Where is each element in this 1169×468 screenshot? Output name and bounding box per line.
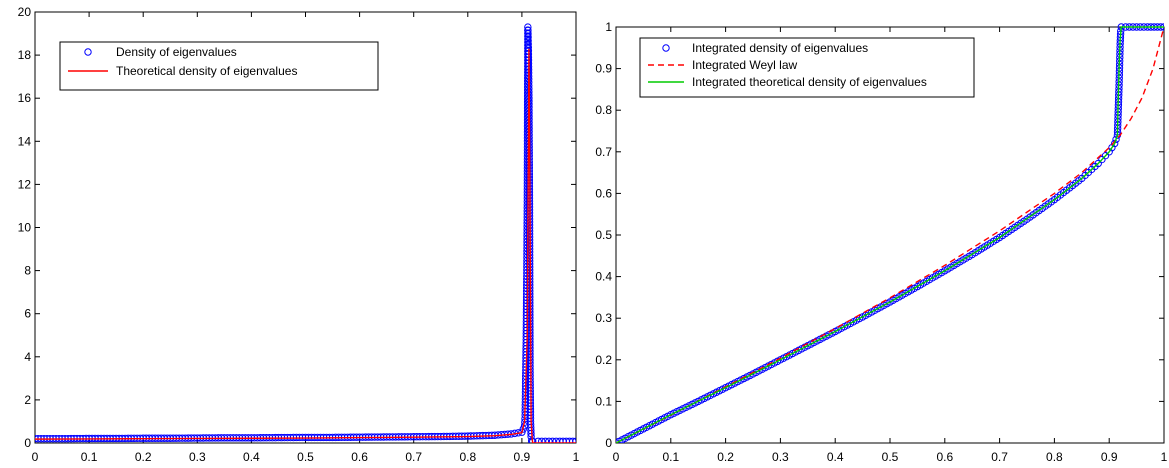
series-1-marker bbox=[538, 437, 546, 443]
y-tick-label: 0.1 bbox=[595, 394, 612, 408]
legend-marker-1 bbox=[662, 44, 670, 52]
y-tick-label: 0.7 bbox=[595, 145, 612, 159]
x-tick-label: 0.7 bbox=[405, 450, 422, 464]
series-1-marker bbox=[569, 437, 576, 443]
x-tick-label: 0.1 bbox=[81, 450, 98, 464]
legend-box bbox=[639, 37, 975, 98]
series-1-marker bbox=[541, 437, 550, 443]
series-2-line bbox=[35, 48, 576, 443]
y-tick-label: 1 bbox=[605, 20, 612, 34]
series-1-marker bbox=[1112, 135, 1120, 144]
series-2-line bbox=[616, 26, 1164, 443]
x-tick-label: 0.8 bbox=[459, 450, 476, 464]
y-tick-label: 14 bbox=[18, 134, 32, 148]
y-tick-label: 0.8 bbox=[595, 103, 612, 117]
chart-panel-1: 0 0.1 0.2 0.3 0.4 0.5 0.6 0.7 0.8 0.9 102468101214… bbox=[18, 5, 580, 464]
y-tick-label: 0.6 bbox=[595, 186, 612, 200]
x-tick-label: 0.5 bbox=[882, 450, 899, 464]
legend-label-1: Density of eigenvalues bbox=[116, 45, 237, 59]
x-tick-label: 0 bbox=[613, 450, 620, 464]
legend-label-2: Theoretical density of eigenvalues bbox=[116, 64, 297, 78]
x-tick-label: 1 bbox=[1161, 450, 1168, 464]
y-tick-label: 0.5 bbox=[595, 228, 612, 242]
y-tick-label: 12 bbox=[18, 177, 32, 191]
x-tick-label: 0.5 bbox=[297, 450, 314, 464]
x-tick-label: 0.9 bbox=[514, 450, 531, 464]
y-tick-label: 18 bbox=[18, 48, 32, 62]
y-tick-label: 0.3 bbox=[595, 311, 612, 325]
series-1-marker bbox=[518, 428, 526, 436]
x-tick-label: 0.2 bbox=[717, 450, 734, 464]
y-tick-label: 20 bbox=[18, 5, 32, 19]
legend-box bbox=[59, 41, 379, 91]
y-tick-label: 0.9 bbox=[595, 62, 612, 76]
legend: Density of eigenvalues Theoretical densit… bbox=[59, 41, 379, 91]
x-tick-label: 0.3 bbox=[189, 450, 206, 464]
y-tick-label: 0 bbox=[24, 436, 31, 450]
series-1-marker bbox=[545, 437, 553, 443]
series-1-marker bbox=[1101, 151, 1110, 160]
series-1-marker bbox=[616, 439, 620, 443]
plot-series-group bbox=[35, 23, 576, 443]
y-tick-label: 10 bbox=[18, 221, 32, 235]
plot-series-group bbox=[616, 23, 1164, 443]
legend-label-3: Integrated theoretical density of eigenv… bbox=[692, 75, 927, 89]
y-tick-label: 8 bbox=[24, 264, 31, 278]
legend-label-2: Integrated Weyl law bbox=[692, 58, 797, 72]
y-tick-label: 6 bbox=[24, 307, 31, 321]
series-1-marker bbox=[548, 437, 557, 443]
y-tick-label: 0 bbox=[605, 436, 612, 450]
legend: Integrated density of eigenvalues Integra… bbox=[639, 37, 975, 98]
x-tick-label: 0.4 bbox=[243, 450, 260, 464]
y-tick-label: 2 bbox=[24, 393, 31, 407]
x-tick-label: 0.6 bbox=[351, 450, 368, 464]
x-tick-label: 0.1 bbox=[662, 450, 679, 464]
x-tick-label: 0.8 bbox=[1046, 450, 1063, 464]
series-1-marker bbox=[1094, 159, 1102, 168]
y-tick-label: 0.2 bbox=[595, 353, 612, 367]
x-tick-label: 0.6 bbox=[936, 450, 953, 464]
series-1-marker bbox=[1098, 155, 1106, 164]
series-3-line bbox=[616, 26, 1164, 443]
x-tick-label: 0.7 bbox=[991, 450, 1008, 464]
y-tick-label: 16 bbox=[18, 91, 32, 105]
series-1-marker bbox=[572, 437, 576, 443]
x-tick-label: 0.3 bbox=[772, 450, 789, 464]
series-1-marker bbox=[527, 432, 535, 441]
chart-panel-2: 0 0.1 0.2 0.3 0.4 0.5 0.6 0.7 0.8 0.9 1 0 0.1 0.2 0.3 0… bbox=[595, 20, 1167, 464]
x-tick-label: 0.4 bbox=[827, 450, 844, 464]
series-1-marker bbox=[1110, 139, 1119, 148]
legend-label-1: Integrated density of eigenvalues bbox=[692, 41, 868, 55]
series-1-marker bbox=[534, 437, 542, 443]
legend-marker-1 bbox=[84, 48, 92, 56]
y-tick-label: 4 bbox=[24, 350, 31, 364]
x-tick-label: 0 bbox=[32, 450, 39, 464]
x-tick-label: 0.9 bbox=[1101, 450, 1118, 464]
x-tick-label: 0.2 bbox=[135, 450, 152, 464]
y-tick-label: 0.4 bbox=[595, 270, 612, 284]
x-tick-label: 1 bbox=[573, 450, 580, 464]
